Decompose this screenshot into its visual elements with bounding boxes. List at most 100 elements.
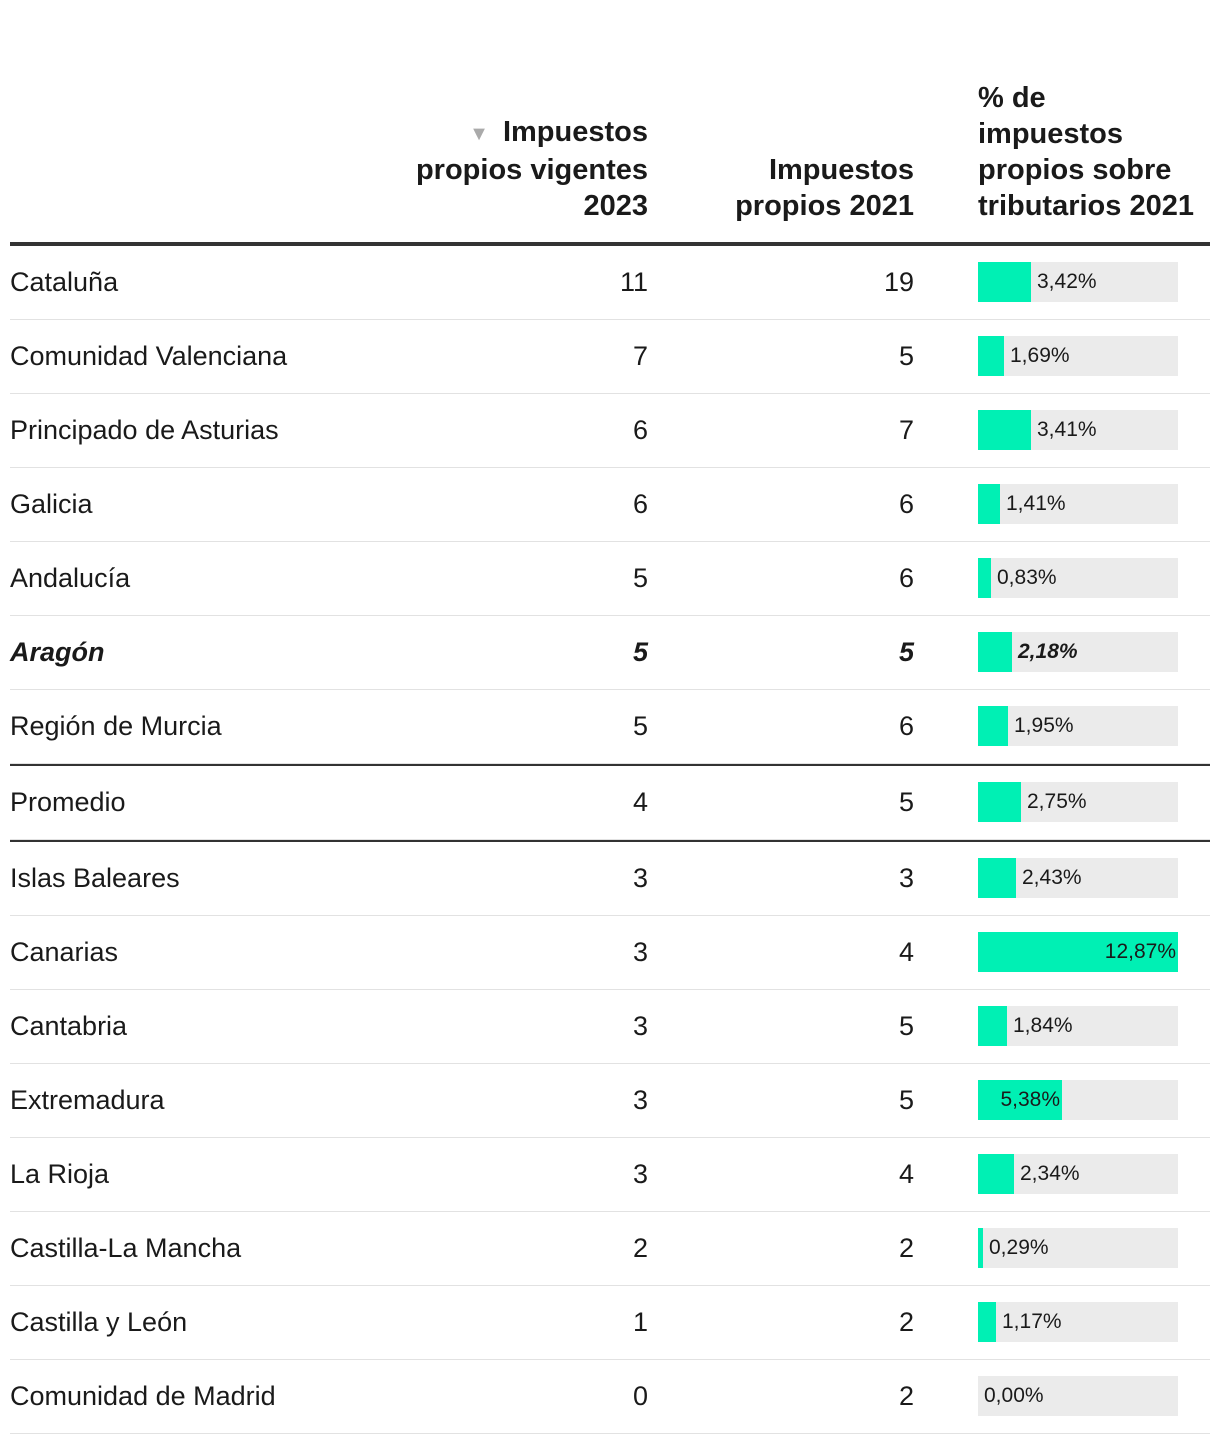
row-name: Castilla-La Mancha (10, 1233, 242, 1263)
value-2023: 2 (632, 1233, 648, 1263)
table-row: Región de Murcia 5 6 1,95% (10, 690, 1210, 764)
bar-track: 2,18% (978, 632, 1178, 672)
row-name: Galicia (10, 489, 93, 519)
bar-label: 1,41% (1006, 492, 1066, 515)
data-table: ▼ Impuestos propios vigentes 2023 Impuest… (10, 0, 1210, 1434)
table-row: La Rioja 3 4 2,34% (10, 1138, 1210, 1212)
value-2021: 4 (898, 937, 914, 967)
column-header-impuestos-2021[interactable]: Impuestos propios 2021 (694, 152, 914, 224)
bar-track: 1,69% (978, 336, 1178, 376)
table-row: Aragón 5 5 2,18% (10, 616, 1210, 690)
bar-track: 12,87% (978, 932, 1178, 972)
bar-fill (978, 1080, 1062, 1120)
bar-label: 3,41% (1037, 418, 1097, 441)
table-row: Andalucía 5 6 0,83% (10, 542, 1210, 616)
bar-track: 5,38% (978, 1080, 1178, 1120)
value-2021: 5 (898, 1011, 914, 1041)
bar-track: 3,41% (978, 410, 1178, 450)
bar-fill (978, 858, 1016, 898)
value-2023: 7 (632, 341, 648, 371)
value-2021: 5 (898, 787, 914, 817)
bar-label: 1,84% (1013, 1014, 1073, 1037)
row-name: Comunidad Valenciana (10, 341, 288, 371)
bar-fill (978, 262, 1031, 302)
value-2021: 5 (898, 637, 914, 667)
value-2023: 0 (632, 1381, 648, 1411)
value-2021: 5 (898, 341, 914, 371)
bar-label: 2,18% (1018, 640, 1078, 663)
row-name: La Rioja (10, 1159, 110, 1189)
column-header-impuestos-2023[interactable]: ▼ Impuestos propios vigentes 2023 (408, 114, 648, 224)
value-2021: 5 (898, 1085, 914, 1115)
row-name: Principado de Asturias (10, 415, 279, 445)
value-2021: 7 (898, 415, 914, 445)
value-2021: 6 (898, 563, 914, 593)
bar-fill (978, 782, 1021, 822)
bar-fill (978, 632, 1012, 672)
value-2021: 2 (898, 1381, 914, 1411)
bar-label: 0,00% (984, 1384, 1044, 1407)
bar-fill (978, 706, 1008, 746)
row-name: Extremadura (10, 1085, 165, 1115)
bar-label: 12,87% (1104, 940, 1176, 963)
bar-track: 0,83% (978, 558, 1178, 598)
table-row: Canarias 3 4 12,87% (10, 916, 1210, 990)
bar-fill (978, 484, 1000, 524)
row-name: Andalucía (10, 563, 131, 593)
table-body: Cataluña 11 19 3,42% Comunidad Valenciana 7 5 1… (10, 246, 1210, 1434)
bar-fill (978, 1006, 1007, 1046)
value-2023: 3 (632, 1159, 648, 1189)
row-name: Comunidad de Madrid (10, 1381, 276, 1411)
bar-label: 1,17% (1002, 1310, 1062, 1333)
value-2023: 3 (632, 1011, 648, 1041)
bar-label: 1,95% (1014, 714, 1074, 737)
table-row: Cantabria 3 5 1,84% (10, 990, 1210, 1064)
value-2023: 3 (632, 863, 648, 893)
bar-label: 0,29% (989, 1236, 1049, 1259)
table-row: Galicia 6 6 1,41% (10, 468, 1210, 542)
bar-label: 2,43% (1022, 866, 1082, 889)
table-row: Principado de Asturias 6 7 3,41% (10, 394, 1210, 468)
bar-fill (978, 558, 991, 598)
bar-track: 1,95% (978, 706, 1178, 746)
row-name: Islas Baleares (10, 863, 180, 893)
value-2021: 3 (898, 863, 914, 893)
bar-track: 2,43% (978, 858, 1178, 898)
value-2021: 4 (898, 1159, 914, 1189)
bar-fill (978, 1302, 996, 1342)
row-name: Cantabria (10, 1011, 128, 1041)
row-name: Región de Murcia (10, 711, 222, 741)
table-row: Promedio 4 5 2,75% (10, 764, 1210, 840)
table-row: Cataluña 11 19 3,42% (10, 246, 1210, 320)
bar-fill (978, 410, 1031, 450)
row-name: Aragón (10, 637, 105, 667)
bar-track: 1,17% (978, 1302, 1178, 1342)
bar-label: 2,75% (1027, 790, 1087, 813)
column-header-porcentaje[interactable]: % de impuestos propios sobre tributarios… (978, 80, 1198, 224)
value-2023: 4 (632, 787, 648, 817)
table-row: Islas Baleares 3 3 2,43% (10, 840, 1210, 916)
bar-fill (978, 932, 1178, 972)
bar-label: 3,42% (1037, 270, 1097, 293)
bar-track: 2,34% (978, 1154, 1178, 1194)
bar-track: 1,41% (978, 484, 1178, 524)
value-2021: 19 (883, 267, 914, 297)
table-header: ▼ Impuestos propios vigentes 2023 Impuest… (10, 0, 1210, 246)
bar-track: 0,29% (978, 1228, 1178, 1268)
value-2023: 6 (632, 415, 648, 445)
bar-label: 2,34% (1020, 1162, 1080, 1185)
table-row: Extremadura 3 5 5,38% (10, 1064, 1210, 1138)
value-2021: 2 (898, 1233, 914, 1263)
value-2021: 2 (898, 1307, 914, 1337)
value-2023: 6 (632, 489, 648, 519)
table-row: Comunidad de Madrid 0 2 0,00% (10, 1360, 1210, 1434)
sort-descending-icon[interactable]: ▼ (469, 123, 489, 145)
table-row: Castilla y León 1 2 1,17% (10, 1286, 1210, 1360)
value-2023: 11 (619, 267, 648, 297)
row-name: Promedio (10, 787, 126, 817)
table-row: Castilla-La Mancha 2 2 0,29% (10, 1212, 1210, 1286)
bar-track: 1,84% (978, 1006, 1178, 1046)
table-row: Comunidad Valenciana 7 5 1,69% (10, 320, 1210, 394)
bar-fill (978, 336, 1004, 376)
row-name: Cataluña (10, 267, 119, 297)
